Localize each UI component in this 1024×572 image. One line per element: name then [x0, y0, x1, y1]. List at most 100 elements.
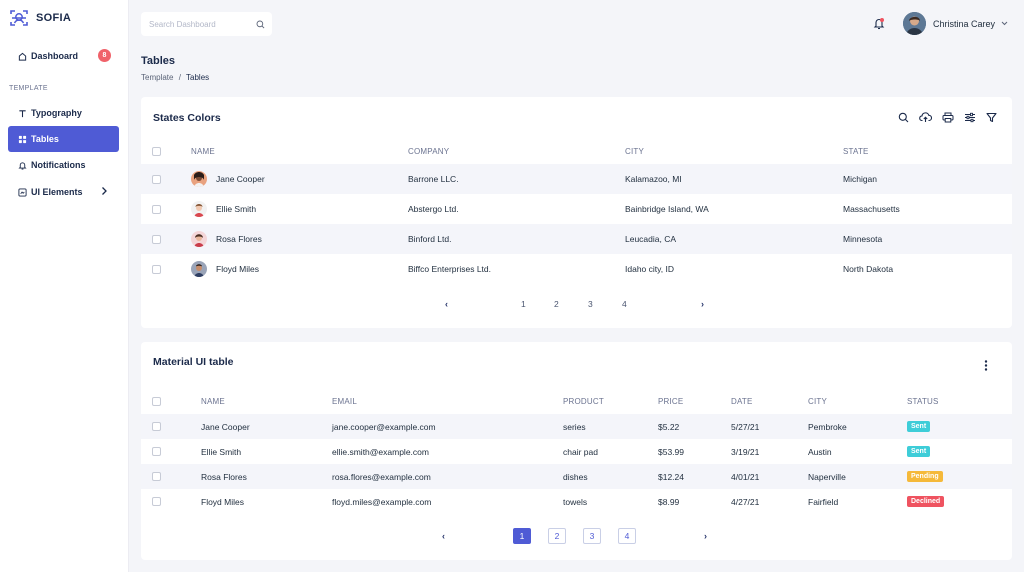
sidebar-item-tables[interactable]: Tables: [8, 126, 119, 152]
column-header-name[interactable]: NAME: [191, 146, 215, 156]
cell-product: series: [563, 421, 586, 432]
funnel-filter-icon[interactable]: [985, 111, 998, 124]
cell-company: Abstergo Ltd.: [408, 204, 459, 214]
app-name: SOFIA: [36, 12, 72, 24]
bell-icon: [17, 160, 27, 170]
column-header-product[interactable]: PRODUCT: [563, 396, 604, 406]
cell-city: Pembroke: [808, 421, 847, 432]
sidebar-item-dashboard[interactable]: Dashboard 8: [8, 43, 119, 69]
sidebar-item-typography[interactable]: Typography: [8, 100, 119, 126]
search-box: [141, 12, 272, 36]
user-menu[interactable]: Christina Carey: [903, 12, 1008, 35]
sidebar-item-notifications[interactable]: Notifications: [8, 152, 119, 178]
home-icon: [17, 51, 27, 61]
row-checkbox[interactable]: [152, 234, 161, 244]
column-header-status[interactable]: STATUS: [907, 396, 939, 406]
row-checkbox[interactable]: [152, 472, 161, 481]
cell-state: Massachusetts: [843, 204, 900, 214]
pagination-page-1[interactable]: 1: [513, 528, 531, 544]
table-header-row: NAME EMAIL PRODUCT PRICE DATE CITY STATU…: [141, 388, 1012, 414]
table-row[interactable]: Ellie Smith Abstergo Ltd. Bainbridge Isl…: [141, 194, 1012, 224]
table-row[interactable]: Floyd Miles floyd.miles@example.com towe…: [141, 489, 1012, 514]
pagination-page-2[interactable]: 2: [548, 528, 566, 544]
avatar: [191, 171, 207, 187]
cell-price: $53.99: [658, 446, 684, 457]
avatar: [191, 231, 207, 247]
cell-name: Rosa Flores: [216, 234, 262, 244]
cell-product: chair pad: [563, 446, 598, 457]
notification-count-badge: 8: [98, 49, 111, 62]
select-all-checkbox[interactable]: [152, 146, 161, 156]
cell-product: towels: [563, 496, 588, 507]
pagination-next-button[interactable]: ›: [701, 299, 704, 309]
sidebar-item-label: Typography: [31, 108, 82, 118]
table-row[interactable]: Jane Cooper Barrone LLC. Kalamazoo, MI M…: [141, 164, 1012, 194]
sidebar-item-label: UI Elements: [31, 187, 83, 197]
search-input[interactable]: [149, 19, 249, 29]
notification-bell-icon[interactable]: [873, 17, 885, 30]
cell-date: 4/01/21: [731, 471, 760, 482]
logo[interactable]: SOFIA: [9, 9, 71, 27]
breadcrumb-current: Tables: [186, 73, 210, 82]
card-title: States Colors: [153, 112, 221, 124]
row-checkbox[interactable]: [152, 204, 161, 214]
column-header-name[interactable]: NAME: [201, 396, 225, 406]
grid-icon: [17, 134, 27, 144]
cell-date: 5/27/21: [731, 421, 760, 432]
print-icon[interactable]: [941, 111, 954, 124]
row-checkbox[interactable]: [152, 174, 161, 184]
pagination-page-2[interactable]: 2: [554, 299, 559, 309]
breadcrumb: Template / Tables: [141, 73, 209, 82]
cell-name: Floyd Miles: [201, 496, 244, 507]
search-icon[interactable]: [897, 111, 910, 124]
states-colors-card: States Colors NAME COMPANY CITY STATE Ja…: [141, 97, 1012, 328]
row-checkbox[interactable]: [152, 422, 161, 431]
pagination-prev-button[interactable]: ‹: [445, 299, 448, 309]
status-badge: Declined: [907, 496, 945, 507]
avatar: [191, 261, 207, 277]
search-icon[interactable]: [256, 20, 265, 29]
cell-city: Kalamazoo, MI: [625, 174, 682, 184]
cell-city: Austin: [808, 446, 832, 457]
column-header-company[interactable]: COMPANY: [408, 146, 450, 156]
table-row[interactable]: Rosa Flores Binford Ltd. Leucadia, CA Mi…: [141, 224, 1012, 254]
cell-company: Biffco Enterprises Ltd.: [408, 264, 491, 274]
column-header-city[interactable]: CITY: [808, 396, 828, 406]
filter-sliders-icon[interactable]: [963, 111, 976, 124]
cloud-upload-icon[interactable]: [919, 111, 932, 124]
column-header-date[interactable]: DATE: [731, 396, 753, 406]
row-checkbox[interactable]: [152, 264, 161, 274]
column-header-email[interactable]: EMAIL: [332, 396, 358, 406]
select-all-checkbox[interactable]: [152, 396, 161, 406]
cell-date: 4/27/21: [731, 496, 760, 507]
cell-city: Idaho city, ID: [625, 264, 674, 274]
breadcrumb-root[interactable]: Template: [141, 73, 174, 82]
pagination-page-1[interactable]: 1: [521, 299, 526, 309]
sidebar-item-label: Dashboard: [31, 51, 79, 61]
row-checkbox[interactable]: [152, 447, 161, 456]
pagination-page-4[interactable]: 4: [618, 528, 636, 544]
table-row[interactable]: Floyd Miles Biffco Enterprises Ltd. Idah…: [141, 254, 1012, 284]
column-header-state[interactable]: STATE: [843, 146, 869, 156]
column-header-price[interactable]: PRICE: [658, 396, 684, 406]
cell-email: rosa.flores@example.com: [332, 471, 431, 482]
sidebar-item-label: Tables: [31, 134, 59, 144]
sidebar-item-label: Notifications: [31, 160, 86, 170]
cell-city: Naperville: [808, 471, 846, 482]
table-row[interactable]: Ellie Smith ellie.smith@example.com chai…: [141, 439, 1012, 464]
column-header-city[interactable]: CITY: [625, 146, 645, 156]
pagination-next-button[interactable]: ›: [704, 531, 707, 541]
cell-email: floyd.miles@example.com: [332, 496, 432, 507]
cell-state: Michigan: [843, 174, 878, 184]
cell-price: $12.24: [658, 471, 684, 482]
pagination-prev-button[interactable]: ‹: [442, 531, 445, 541]
row-checkbox[interactable]: [152, 497, 161, 506]
pagination-page-3[interactable]: 3: [588, 299, 593, 309]
cell-name: Rosa Flores: [201, 471, 247, 482]
more-vertical-icon[interactable]: [984, 360, 988, 371]
pagination-page-3[interactable]: 3: [583, 528, 601, 544]
table-row[interactable]: Jane Cooper jane.cooper@example.com seri…: [141, 414, 1012, 439]
sidebar-item-ui-elements[interactable]: UI Elements: [8, 179, 119, 205]
table-row[interactable]: Rosa Flores rosa.flores@example.com dish…: [141, 464, 1012, 489]
pagination-page-4[interactable]: 4: [622, 299, 627, 309]
